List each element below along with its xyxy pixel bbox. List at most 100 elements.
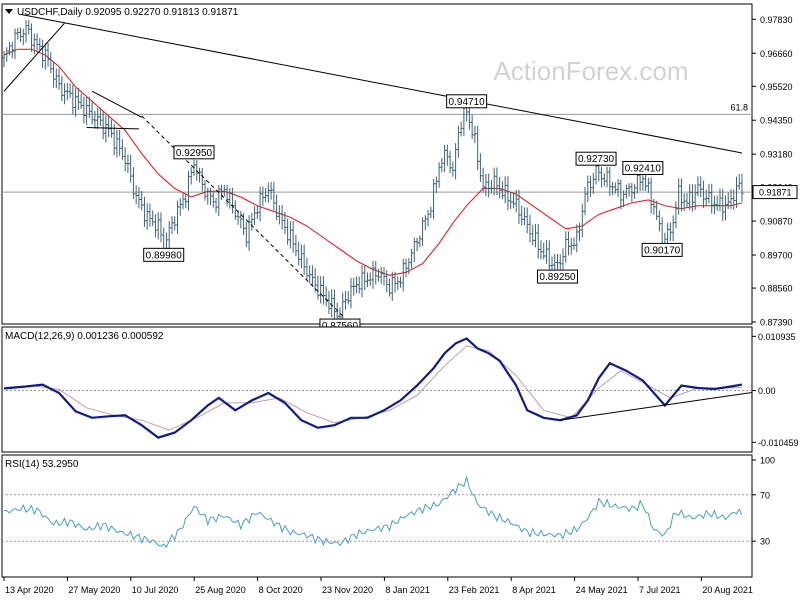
- price-bar: [448, 150, 452, 174]
- price-bar: [368, 272, 372, 286]
- price-bar: [492, 167, 496, 196]
- rsi-y-tick-label: 30: [760, 537, 770, 547]
- price-bar: [335, 302, 339, 322]
- price-bar: [74, 88, 78, 117]
- annotation-box: [575, 151, 617, 166]
- macd-title: MACD(12,26,9) 0.001236 0.000592: [5, 331, 164, 342]
- price-bar: [547, 240, 551, 275]
- price-bar: [360, 265, 364, 298]
- price-bar: [365, 272, 369, 288]
- rsi-y-tick-label: 70: [760, 490, 770, 500]
- price-bar: [107, 115, 111, 138]
- price-annotation-label: 0.89980: [143, 247, 185, 262]
- price-bar: [43, 43, 47, 70]
- macd-y-tick-label: 0.010935: [758, 332, 796, 342]
- price-bar: [514, 189, 518, 213]
- price-bar: [13, 28, 17, 60]
- price-bar: [478, 153, 482, 182]
- annotation-box: [173, 145, 215, 160]
- price-bar: [137, 186, 141, 209]
- price-bar: [511, 192, 515, 209]
- price-bar: [181, 193, 185, 210]
- annotation-text: 0.92410: [625, 163, 662, 174]
- price-bar: [605, 166, 609, 188]
- price-bar: [473, 125, 477, 144]
- price-bar: [443, 144, 447, 173]
- price-bar: [153, 214, 157, 238]
- price-bar: [321, 276, 325, 305]
- price-bar: [602, 173, 606, 187]
- price-bar: [454, 143, 458, 180]
- price-bar: [732, 189, 736, 210]
- price-bar: [269, 181, 273, 200]
- price-bar: [126, 154, 130, 173]
- price-bar: [407, 258, 411, 274]
- price-bar: [203, 180, 207, 201]
- price-bar: [308, 265, 312, 284]
- price-bar: [412, 237, 416, 263]
- price-bar: [487, 173, 491, 198]
- price-bar: [327, 290, 331, 315]
- annotation-box: [446, 94, 488, 109]
- price-bar: [167, 220, 171, 249]
- price-bar: [239, 211, 243, 229]
- macd-panel[interactable]: MACD(12,26,9) 0.001236 0.000592 0.010935…: [1, 326, 799, 453]
- price-bar: [410, 248, 414, 269]
- price-bar: [261, 186, 265, 206]
- price-bar: [222, 184, 226, 197]
- price-bar: [624, 184, 628, 199]
- x-axis-tick-label: 20 Aug 2021: [702, 585, 753, 595]
- price-bar: [500, 181, 504, 200]
- price-bar: [679, 178, 683, 212]
- price-bar: [726, 192, 730, 209]
- price-bar: [27, 20, 31, 35]
- price-bar: [115, 129, 119, 158]
- price-bar: [24, 20, 28, 43]
- price-bar: [294, 234, 298, 257]
- price-bar: [522, 207, 526, 226]
- x-axis-tick-label: 25 Aug 2020: [195, 585, 246, 595]
- rsi-panel-frame: [1, 454, 753, 578]
- price-bar: [96, 107, 100, 130]
- price-bar: [120, 139, 124, 161]
- rsi-panel[interactable]: RSI(14) 53.2950 100 70 30: [1, 454, 775, 578]
- price-bar: [377, 269, 381, 282]
- price-bar: [421, 217, 425, 247]
- price-bar: [498, 176, 502, 199]
- x-axis-tick-label: 23 Feb 2021: [449, 585, 500, 595]
- price-bar: [379, 266, 383, 284]
- price-bar: [641, 174, 645, 191]
- price-bar: [93, 110, 97, 129]
- annotation-text: 0.94710: [449, 97, 486, 108]
- collapse-triangle-icon[interactable]: [5, 9, 13, 14]
- price-bar: [247, 215, 251, 251]
- price-bar: [533, 223, 537, 248]
- symbol-header: USDCHF,Daily 0.92095 0.92270 0.91813 0.9…: [17, 7, 239, 18]
- price-bar: [65, 83, 69, 101]
- price-bar: [41, 39, 45, 69]
- price-bar: [16, 27, 20, 40]
- price-bar: [556, 254, 559, 272]
- price-bar: [275, 194, 279, 221]
- price-bar: [151, 210, 155, 227]
- price-bar: [54, 68, 58, 89]
- price-bar: [60, 75, 64, 101]
- price-bar: [297, 241, 301, 266]
- x-axis-tick-label: 10 Jul 2020: [132, 585, 179, 595]
- price-bar: [423, 215, 427, 231]
- x-axis-tick-label: 13 Apr 2020: [5, 585, 54, 595]
- price-bar: [175, 200, 179, 234]
- price-bar: [404, 258, 408, 278]
- price-panel[interactable]: ActionForex.com USDCHF,Daily 0.92095 0.9…: [1, 3, 798, 333]
- price-bar: [611, 181, 615, 196]
- price-annotation-label: 0.90170: [641, 242, 683, 257]
- price-bar: [613, 182, 617, 194]
- y-axis-tick-label: 0.87390: [760, 318, 793, 328]
- price-annotation-label: 0.92410: [622, 160, 664, 175]
- price-bar: [236, 210, 240, 225]
- price-bar: [644, 173, 648, 191]
- price-bar: [682, 193, 686, 211]
- price-bar: [357, 276, 361, 294]
